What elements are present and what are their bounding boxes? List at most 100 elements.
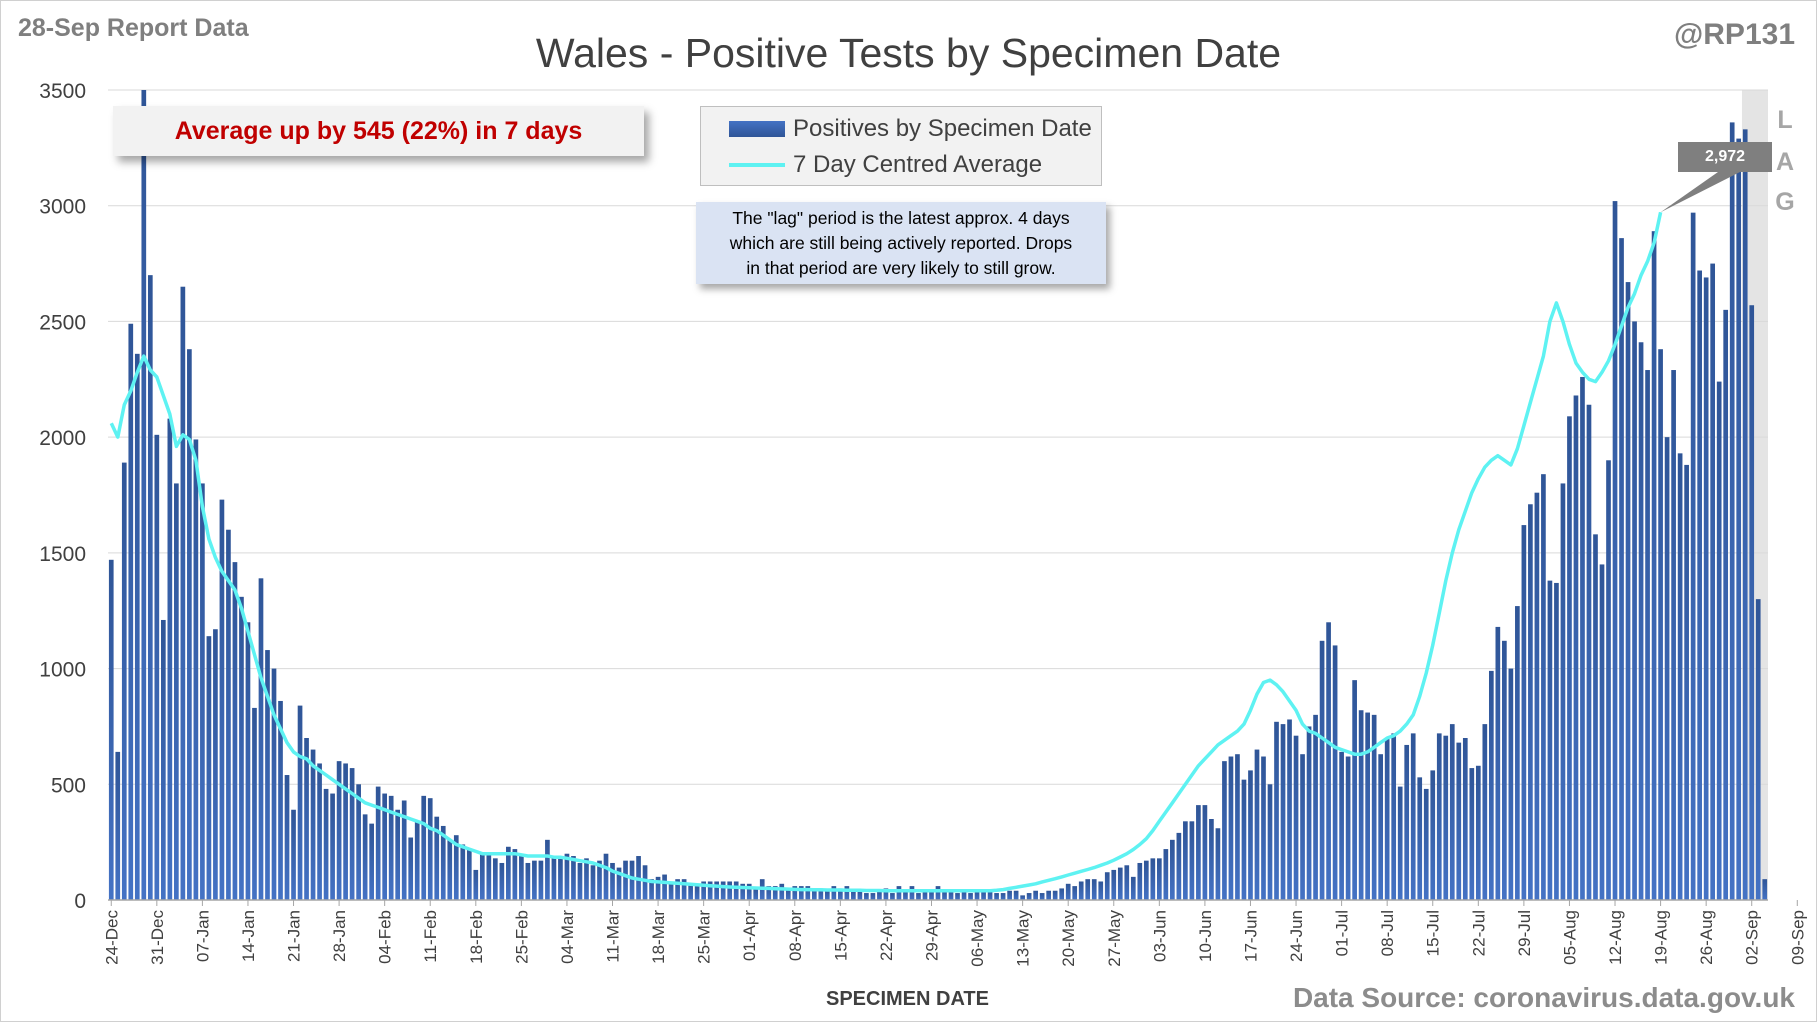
bar	[479, 853, 485, 900]
bar	[291, 809, 296, 900]
bar	[1671, 370, 1676, 900]
x-tick-label: 25-Mar	[695, 910, 714, 964]
bar	[772, 886, 778, 900]
bar	[1150, 858, 1156, 900]
legend-bar-label: Positives by Specimen Date	[793, 115, 1092, 142]
bar	[961, 890, 967, 900]
bar	[1319, 640, 1325, 900]
bar	[1209, 819, 1214, 900]
bar	[610, 862, 615, 900]
bar	[1222, 761, 1227, 900]
tag-pointer	[1660, 172, 1740, 213]
bar	[1287, 719, 1292, 900]
bar	[597, 860, 602, 900]
bar	[1104, 872, 1110, 900]
bar	[916, 893, 921, 900]
bar	[948, 890, 954, 900]
bar	[1293, 735, 1299, 900]
bar	[779, 883, 785, 900]
x-tick-label: 31-Dec	[148, 910, 167, 965]
bar	[681, 879, 687, 900]
bar	[1606, 460, 1611, 900]
bar	[1599, 564, 1605, 900]
bar	[564, 853, 570, 900]
bar	[1423, 788, 1429, 900]
bar	[1502, 640, 1507, 900]
x-axis-title: SPECIMEN DATE	[826, 988, 989, 1010]
bar	[1378, 754, 1384, 900]
bar	[1248, 770, 1253, 900]
bar	[838, 888, 843, 900]
bar	[427, 798, 433, 900]
bar	[1567, 416, 1572, 900]
bar	[1176, 832, 1182, 900]
bar	[1026, 893, 1032, 900]
bar	[1736, 138, 1742, 901]
bar	[512, 849, 518, 900]
bar	[753, 888, 759, 900]
bar	[1267, 784, 1273, 900]
bar	[740, 883, 746, 900]
bar	[408, 837, 414, 900]
bar	[1033, 890, 1038, 900]
bar	[1573, 395, 1579, 900]
bar	[616, 867, 622, 900]
bar	[1541, 474, 1546, 900]
bar	[506, 846, 511, 900]
bar	[1202, 805, 1208, 900]
report-date-label: 28-Sep Report Data	[18, 14, 249, 42]
bar	[219, 499, 225, 900]
bar	[1677, 453, 1683, 900]
bar	[1117, 867, 1123, 900]
x-tick-label: 21-Jan	[285, 910, 304, 962]
bar	[1183, 821, 1188, 900]
bar	[1554, 582, 1559, 900]
bar	[1443, 735, 1449, 900]
bar	[1456, 742, 1462, 900]
bar	[1013, 890, 1019, 900]
bar	[1235, 754, 1240, 900]
bar	[213, 629, 218, 900]
bar	[577, 862, 583, 900]
bar	[1124, 865, 1130, 900]
bar	[1723, 309, 1729, 900]
bar	[115, 751, 121, 900]
average-line-series	[109, 172, 1740, 893]
legend-line-label: 7 Day Centred Average	[793, 151, 1043, 178]
x-tick-label: 22-Apr	[877, 910, 896, 961]
bar	[1619, 238, 1624, 901]
bar	[824, 890, 830, 900]
y-tick-label: 2500	[39, 311, 86, 334]
lag-note-line: in that period are very likely to still …	[746, 258, 1056, 278]
bar	[603, 853, 609, 900]
bar	[981, 890, 986, 900]
bar	[942, 890, 947, 900]
bar	[694, 886, 700, 900]
bar	[1332, 645, 1338, 900]
x-tick-label: 14-Jan	[239, 910, 258, 962]
bar	[714, 881, 720, 900]
bar	[1436, 733, 1442, 900]
bar	[258, 578, 264, 900]
bar	[317, 763, 322, 900]
bar	[206, 636, 212, 900]
x-tick-label: 03-Jun	[1150, 910, 1169, 962]
bar	[1703, 277, 1709, 900]
bar	[857, 890, 863, 900]
bar	[1046, 890, 1052, 900]
bar	[304, 738, 309, 900]
bar	[492, 858, 498, 900]
bar	[147, 275, 153, 901]
bar	[141, 90, 147, 900]
bar	[1729, 122, 1735, 900]
bar	[746, 883, 752, 900]
average-line	[109, 211, 1663, 893]
bar	[1515, 606, 1520, 900]
bar	[1365, 712, 1370, 900]
bar	[180, 286, 186, 900]
bar	[1495, 626, 1501, 900]
bar	[375, 786, 381, 900]
bar	[414, 821, 420, 900]
bar	[707, 881, 713, 900]
bar	[369, 823, 374, 900]
